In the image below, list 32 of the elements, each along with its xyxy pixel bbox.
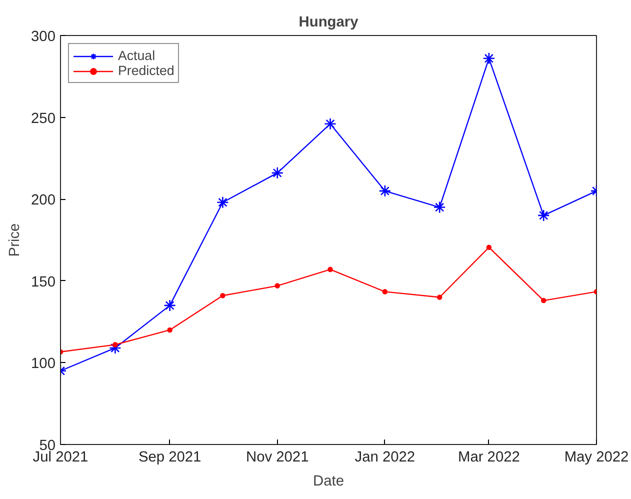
legend-label: Actual xyxy=(118,48,156,63)
y-axis-title: Price xyxy=(7,223,24,257)
point xyxy=(216,196,229,209)
point xyxy=(433,201,446,214)
point xyxy=(486,244,492,250)
x-tick-label: Mar 2022 xyxy=(458,450,520,466)
point xyxy=(540,298,546,304)
y-tick-label: 300 xyxy=(31,29,56,45)
point xyxy=(271,166,284,180)
x-tick-label: Jan 2022 xyxy=(354,450,416,466)
x-tick-label: May 2022 xyxy=(564,450,629,466)
y-tick-label: 250 xyxy=(31,110,56,127)
point xyxy=(436,294,442,300)
point xyxy=(274,283,280,288)
x-tick-label: Sep 2021 xyxy=(138,450,202,466)
point xyxy=(328,266,333,272)
x-axis-title: Date xyxy=(313,474,344,490)
point xyxy=(537,209,550,222)
point xyxy=(378,184,392,198)
point xyxy=(482,52,496,65)
point xyxy=(112,342,118,348)
y-tick-label: 200 xyxy=(31,192,56,209)
point xyxy=(167,327,172,333)
point xyxy=(220,292,226,298)
y-tick-label: 100 xyxy=(31,356,56,372)
point xyxy=(324,118,336,130)
point xyxy=(382,289,388,294)
legend-label: Predicted xyxy=(118,63,174,78)
point xyxy=(164,299,176,312)
y-tick-label: 150 xyxy=(31,274,56,290)
x-tick-label: Nov 2021 xyxy=(246,450,309,466)
chart-title: Hungary xyxy=(298,14,360,30)
